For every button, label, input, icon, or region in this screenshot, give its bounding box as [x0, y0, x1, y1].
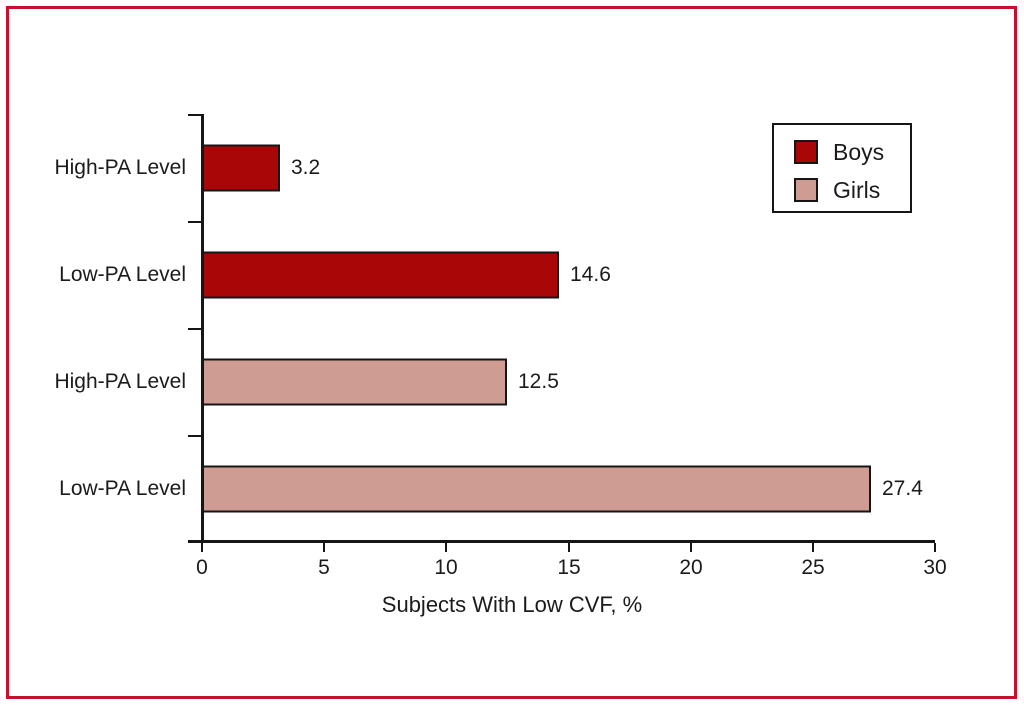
bar-value-label: 27.4 [882, 476, 923, 500]
x-tick-label: 15 [557, 556, 581, 579]
x-tick-label: 25 [801, 556, 825, 579]
bar-girls-low-pa [202, 465, 871, 512]
x-tick [445, 543, 447, 552]
bar-boys-low-pa [202, 251, 559, 298]
x-axis-title: Subjects With Low CVF, % [381, 592, 643, 617]
x-tick [934, 543, 936, 552]
legend-swatch-boys [794, 140, 818, 164]
bar-value-label: 14.6 [570, 262, 611, 286]
x-tick [323, 543, 325, 552]
x-tick-label: 20 [679, 556, 703, 579]
legend-label-girls: Girls [833, 176, 881, 203]
y-tick [188, 114, 201, 116]
x-tick [201, 543, 203, 552]
x-tick [812, 543, 814, 552]
legend-swatch-girls [794, 178, 818, 202]
x-tick-label: 10 [434, 556, 458, 579]
y-axis-line [201, 114, 204, 542]
x-tick-label: 30 [923, 556, 947, 579]
y-tick [188, 221, 201, 223]
category-label: High-PA Level [54, 369, 186, 393]
x-axis-line [188, 540, 935, 543]
category-label: Low-PA Level [59, 476, 186, 500]
bar-girls-high-pa [202, 358, 507, 405]
bar-boys-high-pa [202, 144, 280, 191]
x-tick [690, 543, 692, 552]
category-label: High-PA Level [54, 155, 186, 179]
legend-label-boys: Boys [833, 138, 885, 165]
y-tick [188, 328, 201, 330]
bar-value-label: 12.5 [518, 369, 559, 393]
bar-value-label: 3.2 [291, 155, 321, 179]
legend-item-girls: Girls [794, 176, 880, 204]
legend-item-boys: Boys [794, 138, 884, 166]
category-label: Low-PA Level [59, 262, 186, 286]
y-tick [188, 435, 201, 437]
legend: Boys Girls [772, 123, 912, 213]
x-tick-label: 5 [318, 556, 330, 579]
x-tick-label: 0 [196, 556, 208, 579]
x-tick [568, 543, 570, 552]
